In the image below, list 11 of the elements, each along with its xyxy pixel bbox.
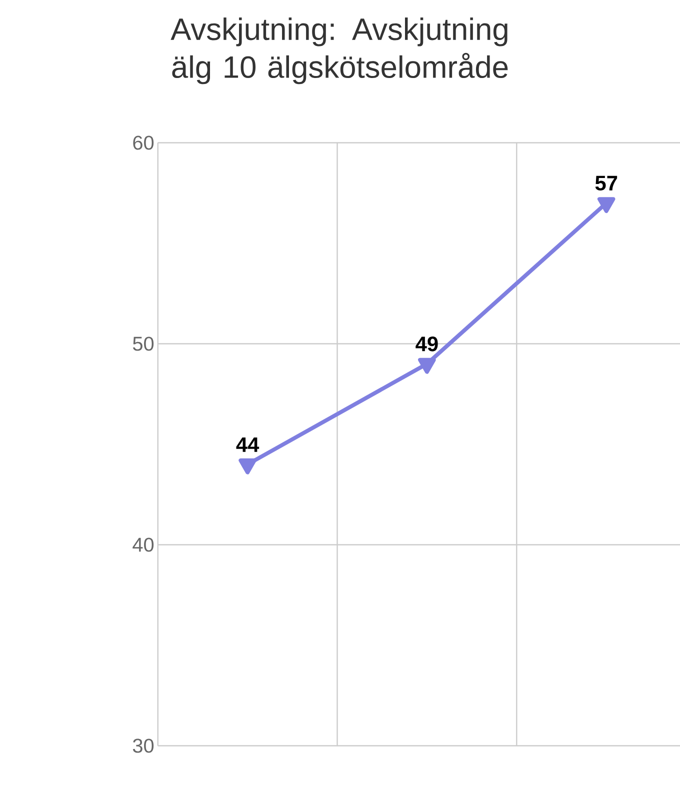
y-tick-label: 50 (132, 336, 154, 351)
chart-title: Avskjutning: Avskjutning älg 10 älgskötselområde (170, 18, 508, 84)
y-tick-label: 60 (133, 136, 154, 150)
y-tick-label: 30 (132, 738, 154, 753)
point (418, 358, 436, 374)
y-tick-label: 40 (132, 538, 154, 552)
data-label: 44 (236, 437, 260, 452)
point (238, 458, 256, 474)
data-label: 49 (416, 336, 438, 352)
point (597, 197, 616, 214)
data-label: 57 (595, 176, 618, 191)
